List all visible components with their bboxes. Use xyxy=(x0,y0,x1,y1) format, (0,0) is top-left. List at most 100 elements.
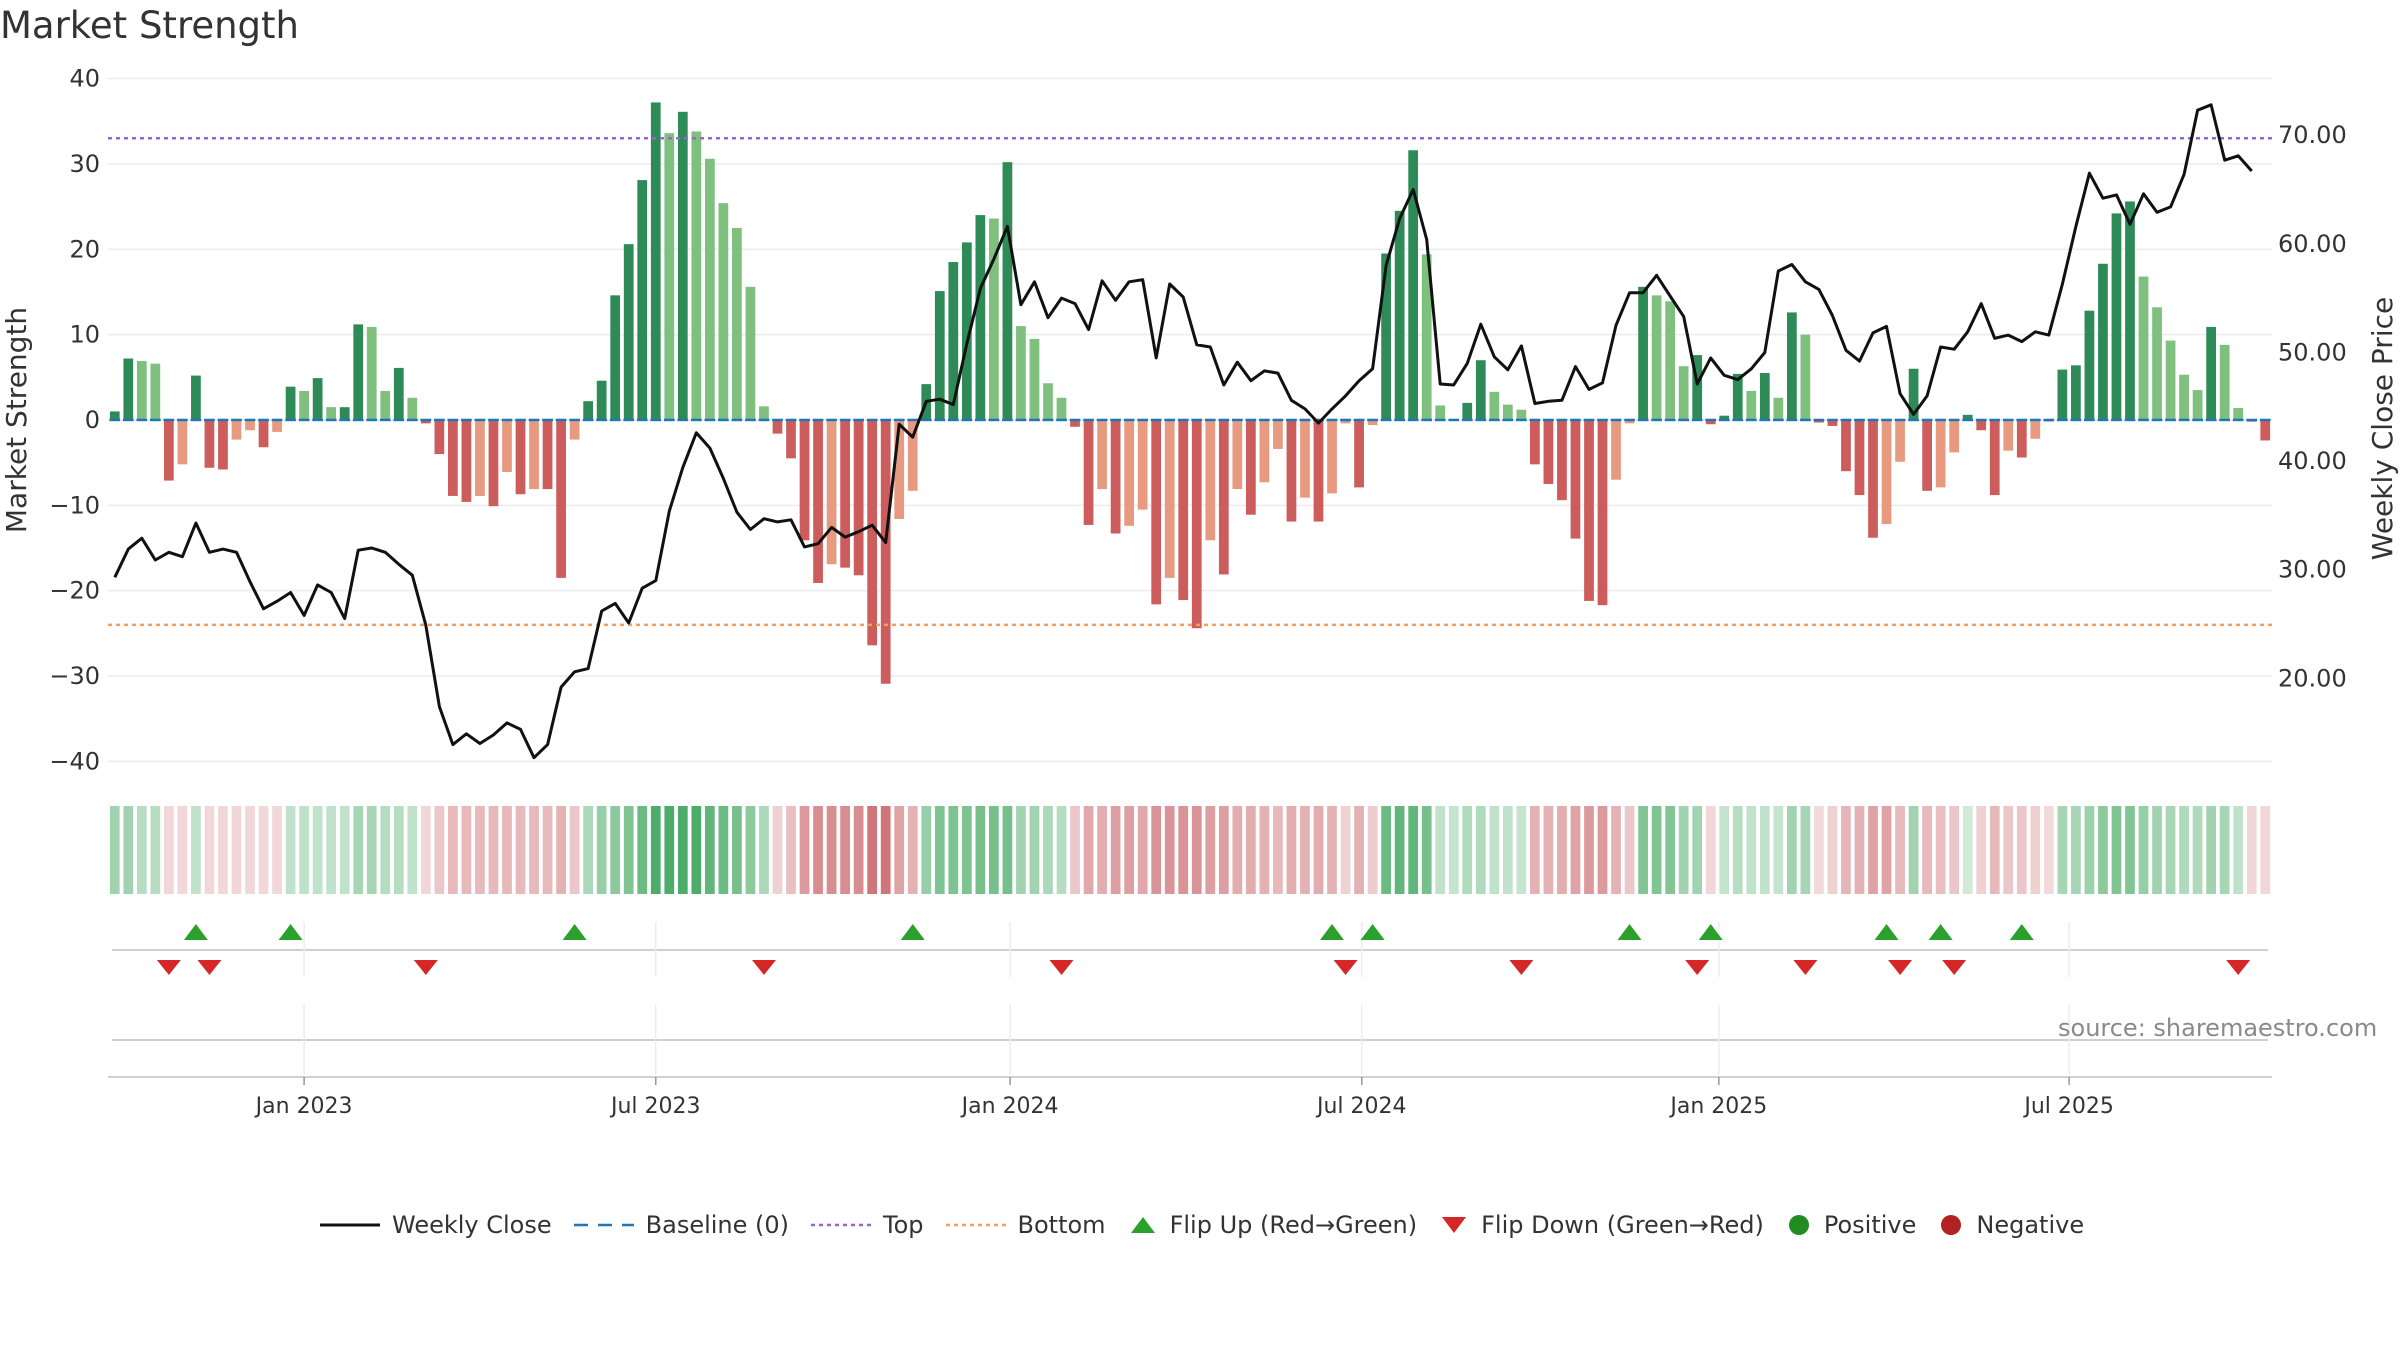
strength-bar xyxy=(1881,419,1892,525)
strength-bar xyxy=(2057,369,2068,420)
flip-down-marker xyxy=(1509,960,1534,975)
strength-bar xyxy=(1692,355,1703,420)
flip-down-marker xyxy=(751,960,776,975)
regime-shade-cell xyxy=(2098,806,2108,894)
strength-bar xyxy=(1300,419,1310,498)
regime-shade-cell xyxy=(299,806,309,894)
strength-bar xyxy=(1516,409,1527,420)
strength-bar xyxy=(191,375,201,420)
regime-shade-cell xyxy=(1624,806,1635,894)
regime-shade-cell xyxy=(1043,806,1053,894)
regime-shade-cell xyxy=(2206,806,2217,894)
regime-shade-cell xyxy=(1530,806,1540,894)
legend-label: Negative xyxy=(1976,1211,2085,1239)
strength-bar xyxy=(989,218,999,420)
legend-item-baseline[interactable]: Baseline (0) xyxy=(573,1211,789,1239)
strength-bar xyxy=(529,419,539,490)
regime-shade-cell xyxy=(1989,806,2000,894)
legend-item-negative[interactable]: Negative xyxy=(1938,1211,2084,1239)
regime-shade-cell xyxy=(231,806,242,894)
legend-item-flip-down[interactable]: Flip Down (Green→Red) xyxy=(1439,1211,1764,1239)
strength-bar xyxy=(475,419,485,496)
regime-shade-cell xyxy=(326,806,337,894)
regime-shade-cell xyxy=(1394,806,1405,894)
legend-item-weekly-close[interactable]: Weekly Close xyxy=(320,1211,552,1239)
regime-shade-cell xyxy=(420,806,431,894)
strength-bar xyxy=(1043,383,1053,420)
dots-panel xyxy=(112,1005,2268,1075)
strength-bar xyxy=(1949,419,1960,453)
strength-bar xyxy=(799,419,810,541)
strength-bar xyxy=(867,419,878,646)
strength-bar xyxy=(1164,419,1175,578)
regime-shade-cell xyxy=(407,806,418,894)
strength-bar xyxy=(1773,397,1784,420)
triangle-down-icon xyxy=(1442,1217,1467,1233)
regime-shade-cell xyxy=(2165,806,2176,894)
regime-shade-cell xyxy=(664,806,675,894)
flip-markers-panel xyxy=(112,922,2268,977)
strength-bar xyxy=(840,419,850,568)
strength-bar xyxy=(759,406,769,420)
flip-up-marker xyxy=(1320,924,1345,940)
strength-bar xyxy=(2260,419,2271,441)
regime-shade-cell xyxy=(2125,806,2135,894)
regime-shade-cell xyxy=(393,806,404,894)
regime-shade-cell xyxy=(637,806,648,894)
regime-shade-cell xyxy=(1381,806,1391,894)
regime-shade-cell xyxy=(596,806,607,894)
y2-tick-label: 50.00 xyxy=(2278,338,2347,366)
strength-bar xyxy=(1313,419,1324,522)
strength-bar xyxy=(1502,404,1513,420)
strength-bar xyxy=(339,407,350,420)
triangle-up-icon xyxy=(1130,1217,1155,1233)
strength-bar xyxy=(312,378,323,420)
legend-item-top[interactable]: Top xyxy=(811,1211,924,1239)
regime-shade-cell xyxy=(1070,806,1080,894)
strength-bar xyxy=(1394,210,1405,420)
regime-shade-cell xyxy=(1300,806,1310,894)
regime-shade-cell xyxy=(191,806,201,894)
regime-shade-cell xyxy=(786,806,796,894)
y2-tick-label: 20.00 xyxy=(2278,664,2347,692)
regime-shade-cell xyxy=(1935,806,1946,894)
regime-shade-cell xyxy=(1976,806,1987,894)
x-tick-label: Jul 2025 xyxy=(2022,1094,2114,1119)
strength-bar xyxy=(326,407,337,420)
regime-shade-cell xyxy=(515,806,526,894)
strength-bar xyxy=(1678,366,1689,420)
legend-item-positive[interactable]: Positive xyxy=(1786,1211,1916,1239)
strength-bar xyxy=(1800,334,1811,420)
strength-bar xyxy=(380,390,391,420)
regime-shade-cell xyxy=(380,806,391,894)
circle-red-icon xyxy=(1941,1215,1962,1235)
legend-label: Bottom xyxy=(1017,1211,1106,1239)
legend-item-bottom[interactable]: Bottom xyxy=(945,1211,1106,1239)
legend-item-flip-up[interactable]: Flip Up (Red→Green) xyxy=(1128,1211,1417,1239)
flip-up-marker xyxy=(1928,924,1953,940)
regime-shade-cell xyxy=(1421,806,1432,894)
axes: 40 30 20 10 0 −10 −20 −30 −40 70.00 60.00 50.00 40.0… xyxy=(0,65,2399,776)
flip-down-marker xyxy=(1049,960,1074,975)
strength-bar xyxy=(285,386,296,420)
regime-shade-cell xyxy=(1435,806,1446,894)
regime-shade-cell xyxy=(1286,806,1297,894)
regime-shade-cell xyxy=(556,806,566,894)
strength-bar xyxy=(123,358,134,420)
strength-bar xyxy=(1056,397,1067,420)
strength-bar xyxy=(299,390,309,420)
strength-bar xyxy=(569,419,580,440)
strength-bar xyxy=(1259,419,1270,483)
regime-shade-cell xyxy=(2111,806,2122,894)
strength-bar xyxy=(1408,150,1419,420)
regime-shade-cell xyxy=(448,806,458,894)
strength-bar xyxy=(1002,162,1013,420)
regime-shade-cell xyxy=(488,806,499,894)
regime-shade-cell xyxy=(948,806,959,894)
flip-down-marker xyxy=(1888,960,1913,975)
legend-baseline-icon xyxy=(573,1223,634,1227)
strength-bar xyxy=(1218,419,1229,575)
regime-shade-cell xyxy=(2057,806,2068,894)
strength-bar xyxy=(1178,419,1189,601)
strength-bar xyxy=(502,419,512,473)
